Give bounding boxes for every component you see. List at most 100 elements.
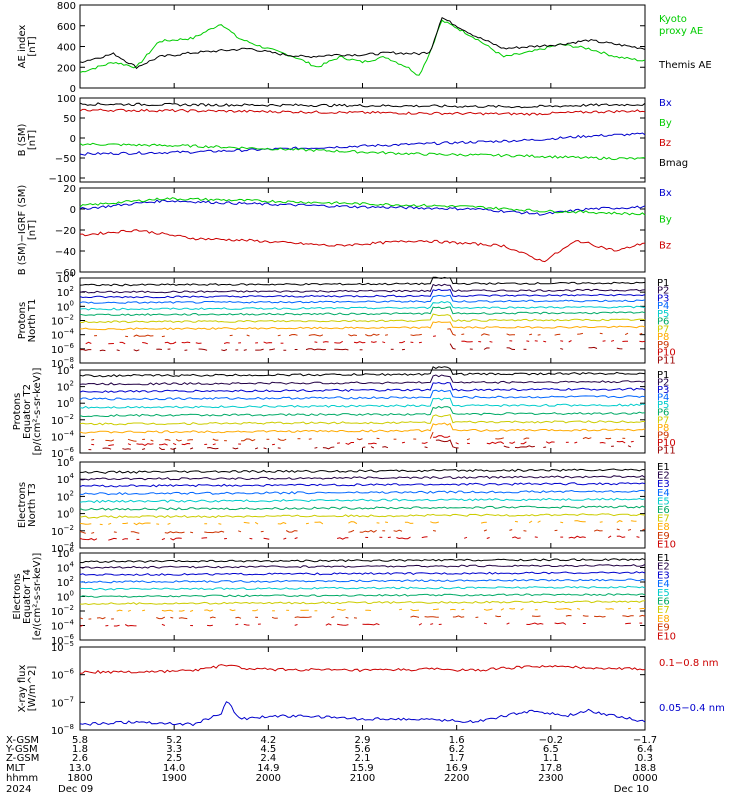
y-axis-label: X-ray flux[W/m^2]: [17, 664, 38, 712]
flux-channel-line: [133, 334, 154, 337]
flux-channel-line: [554, 622, 567, 625]
flux-channel-line: [170, 447, 177, 450]
flux-channel-line: [429, 431, 434, 439]
flux-channel-line: [108, 522, 112, 525]
flux-channel-line: [164, 531, 185, 534]
flux-channel-line: [616, 520, 623, 523]
flux-channel-line: [582, 615, 589, 617]
flux-channel-line: [178, 617, 188, 620]
flux-channel-line: [362, 623, 380, 626]
panel-frame: [79, 4, 646, 89]
flux-channel-line: [486, 537, 490, 539]
flux-channel-line: [204, 609, 213, 612]
flux-channel-line: [401, 441, 406, 444]
flux-channel-line: [164, 341, 177, 345]
flux-channel-line: [506, 347, 516, 350]
flux-channel-line: [370, 446, 375, 449]
flux-channel-line: [249, 537, 253, 540]
flux-channel-line: [514, 520, 518, 523]
flux-channel-line: [560, 348, 564, 350]
legend-label: P11: [657, 445, 676, 456]
flux-channel-line: [218, 523, 222, 525]
flux-channel-line: [130, 531, 140, 534]
flux-channel-line: [509, 608, 516, 610]
series-line-Kyoto-proxy-AE: [79, 19, 646, 76]
x-axis-value: 17.8: [540, 763, 562, 774]
legend-label: E10: [657, 539, 676, 550]
y-tick-label: −60: [55, 268, 76, 279]
flux-channel-line: [263, 537, 270, 540]
legend-label: P1: [657, 370, 669, 381]
flux-channel-line: [161, 538, 165, 541]
flux-channel-line: [336, 537, 349, 540]
flux-channel-line: [534, 536, 538, 538]
flux-channel-line: [79, 571, 646, 576]
x-axis-value: 18.8: [634, 763, 656, 774]
flux-channel-line: [79, 389, 646, 401]
legend-label: P1: [657, 278, 669, 289]
flux-channel-line: [430, 623, 434, 625]
flux-channel-line: [79, 505, 646, 511]
flux-channel-line: [136, 443, 154, 446]
x-axis-value: 1.1: [543, 753, 559, 764]
flux-channel-line: [449, 343, 456, 350]
flux-channel-line: [79, 366, 646, 378]
legend-label: 0.1−0.8 nm: [659, 658, 718, 669]
flux-channel-line: [639, 614, 646, 617]
y-tick-label: 10−2: [51, 314, 74, 328]
flux-channel-line: [79, 522, 92, 525]
legend-label: Bx: [659, 98, 672, 109]
flux-channel-line: [164, 439, 171, 441]
x-axis-row-label: X-GSM: [6, 735, 39, 746]
flux-channel-line: [314, 341, 318, 343]
flux-channel-line: [639, 340, 646, 343]
y-tick-label: 10−6: [51, 342, 75, 356]
flux-channel-line: [79, 513, 646, 519]
flux-channel-line: [127, 443, 131, 446]
flux-channel-line: [91, 532, 95, 534]
flux-channel-line: [624, 332, 629, 336]
legend-label: E9: [657, 531, 670, 542]
y-tick-label: −50: [55, 154, 76, 165]
legend-label: P10: [657, 438, 676, 449]
y-tick-label: 0: [70, 205, 76, 216]
flux-channel-line: [235, 616, 242, 619]
flux-channel-line: [334, 348, 349, 351]
flux-channel-line: [353, 341, 366, 344]
x-axis-value: 2200: [444, 773, 469, 784]
legend-label: P5: [657, 400, 669, 411]
flux-channel-line: [545, 441, 555, 444]
flux-channel-line: [294, 616, 312, 618]
y-tick-label: 50: [63, 114, 76, 125]
flux-channel-line: [356, 438, 363, 441]
flux-channel-line: [616, 535, 626, 538]
legend-label: P3: [657, 385, 669, 396]
y-tick-label: 10−2: [51, 604, 74, 618]
flux-channel-line: [308, 334, 324, 337]
flux-channel-line: [142, 342, 148, 345]
flux-channel-line: [254, 521, 259, 525]
flux-channel-line: [466, 438, 470, 441]
flux-channel-line: [509, 441, 516, 444]
flux-channel-line: [526, 340, 530, 342]
flux-channel-line: [79, 558, 646, 564]
series-line-0-1-0-8-nm: [79, 664, 646, 674]
y-axis-label: ProtonsNorth T1: [17, 299, 38, 343]
flux-channel-line: [410, 615, 420, 618]
flux-channel-line: [277, 521, 287, 525]
x-axis-row-label: Z-GSM: [6, 753, 39, 764]
flux-channel-line: [246, 334, 250, 337]
flux-channel-line: [204, 530, 225, 534]
flux-channel-line: [116, 609, 123, 612]
x-axis-value: 16.9: [446, 763, 468, 774]
flux-channel-line: [537, 520, 541, 523]
flux-channel-line: [337, 608, 346, 611]
y-tick-label: 10−7: [51, 695, 74, 709]
y-tick-label: 104: [57, 472, 75, 486]
flux-channel-line: [127, 609, 131, 612]
flux-channel-line: [119, 341, 126, 345]
y-tick-label: 10−5: [51, 640, 74, 654]
flux-channel-line: [554, 607, 572, 611]
legend-label: P9: [657, 430, 669, 441]
